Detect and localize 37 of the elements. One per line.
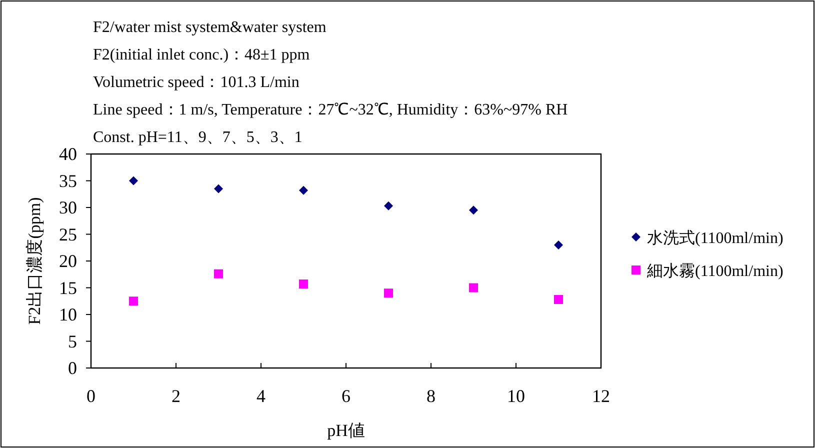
point — [299, 186, 308, 195]
y-tick-label: 25 — [59, 224, 77, 244]
y-tick-label: 35 — [59, 170, 77, 191]
x-tick-label: 8 — [426, 386, 436, 406]
text: F2(initial inlet conc.)：48±1 ppm — [93, 46, 310, 64]
x-tick-label: 2 — [172, 386, 180, 406]
y-tick-label: 20 — [59, 251, 77, 271]
x-axis-title: pH値 — [327, 421, 365, 440]
point — [214, 269, 223, 278]
x-tick-label: 6 — [342, 386, 350, 406]
point — [214, 184, 223, 194]
legend-label: 水洗式(1100ml/min) — [647, 229, 784, 247]
text: Const. pH=11、9、7、5、3、1 — [93, 129, 302, 146]
point — [469, 206, 478, 215]
point — [554, 295, 563, 304]
x-tick-label: 0 — [86, 386, 96, 406]
y-tick-label: 0 — [68, 358, 77, 378]
point — [299, 280, 308, 289]
x-tick-label: 12 — [592, 386, 610, 406]
point — [129, 296, 138, 306]
y-tick-label: 30 — [59, 198, 77, 218]
y-tick-label: 10 — [59, 304, 77, 324]
y-tick-label: 40 — [59, 144, 77, 164]
chart-title: F2/water mist system&water system — [93, 19, 327, 36]
x-tick-label: 10 — [507, 386, 525, 406]
point — [384, 288, 393, 298]
y-axis-title: F2出口濃度(ppm) — [25, 197, 44, 325]
text: Volumetric speed：101.3 L/min — [93, 74, 300, 91]
y-tick-label: 5 — [68, 331, 77, 352]
legend-label: 細水霧(1100ml/min) — [646, 262, 784, 280]
point — [129, 176, 138, 186]
point — [554, 240, 563, 250]
x-tick-label: 4 — [256, 386, 266, 406]
y-tick-label: 15 — [59, 278, 77, 298]
text: Line speed：1 m/s, Temperature：27℃~32℃, Humidity：63%~97% RH — [93, 102, 568, 118]
point — [384, 201, 393, 210]
point — [469, 283, 478, 292]
